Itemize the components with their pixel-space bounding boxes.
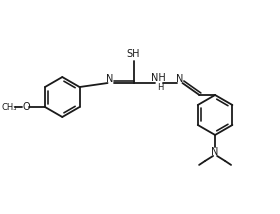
Text: H: H <box>157 83 164 92</box>
Text: SH: SH <box>127 49 140 59</box>
Text: N: N <box>106 74 113 84</box>
Text: CH₃: CH₃ <box>1 103 17 111</box>
Text: N: N <box>176 74 183 84</box>
Text: O: O <box>22 102 30 112</box>
Text: N: N <box>211 147 219 157</box>
Text: NH: NH <box>151 73 166 83</box>
